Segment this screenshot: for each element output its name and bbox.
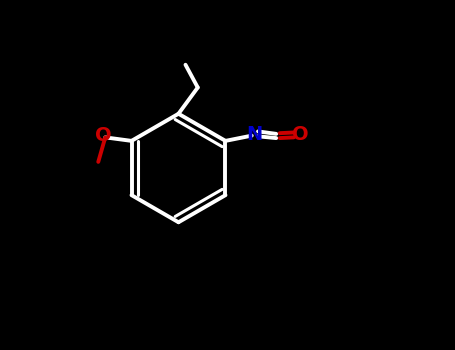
Text: O: O — [293, 125, 309, 145]
Text: N: N — [247, 125, 263, 144]
Text: O: O — [95, 126, 112, 145]
